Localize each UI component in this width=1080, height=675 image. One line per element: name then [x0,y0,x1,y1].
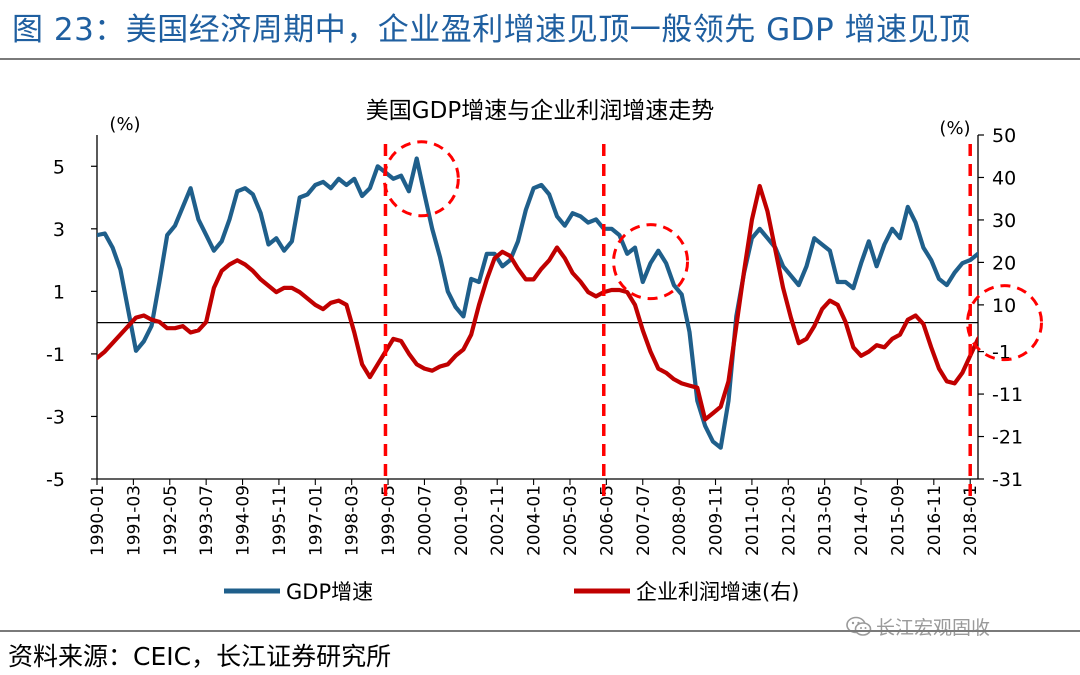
x-tick-label: 1994-09 [234,485,254,556]
chart: 美国GDP增速与企业利润增速走势 (%) (%) 5 3 1 -1 -3 -5 50 40 30… [46,98,1044,604]
x-tick-label: 1997-01 [306,485,326,556]
x-tick-label: 1999-05 [379,485,399,556]
right-tick-label: -11 [992,384,1023,406]
left-tick-label: -1 [46,344,65,366]
figure-title: 图 23：美国经济周期中，企业盈利增速见顶一般领先 GDP 增速见顶 [12,12,971,48]
x-tick-label: 2011-01 [743,485,763,556]
right-tick-label: 20 [992,252,1016,274]
x-tick-label: 1992-05 [161,485,181,556]
right-axis-unit: (%) [939,118,970,139]
right-tick-label: -31 [992,469,1023,491]
x-tick-label: 2007-07 [634,485,654,556]
x-tick-label: 2018-01 [961,485,981,556]
x-tick-label: 2006-05 [597,485,617,556]
right-tick-label: 30 [992,210,1016,232]
source-note: 资料来源：CEIC，长江证券研究所 [8,642,392,671]
x-tick-label: 1990-01 [88,485,108,556]
x-tick-label: 2014-07 [852,485,872,556]
title-divider [0,58,1080,60]
x-tick-label: 2005-03 [561,485,581,556]
x-tick-label: 1993-07 [197,485,217,556]
right-tick-label: 10 [992,295,1016,317]
profit-series-line [97,183,978,422]
source-divider [0,630,1080,632]
x-tick-label: 2004-01 [525,485,545,556]
peak-highlight-circle [382,140,460,218]
x-tick-label: 2016-11 [925,485,945,556]
watermark: 长江宏观固收 [846,613,990,640]
peak-highlight-circle [612,223,690,301]
left-axis-unit: (%) [109,114,140,135]
wechat-icon [846,616,872,636]
left-tick-label: 5 [53,156,65,178]
x-tick-label: 2002-11 [488,485,508,556]
right-tick-label: -1 [992,342,1011,364]
legend-profit-label: 企业利润增速(右) [636,580,799,604]
peak-highlight-circle [966,284,1044,362]
x-tick-label: 2001-09 [452,485,472,556]
x-tick-label: 2013-05 [816,485,836,556]
x-tick-label: 2000-07 [415,485,435,556]
x-tick-label: 1998-03 [343,485,363,556]
x-tick-label: 2009-11 [707,485,727,556]
right-tick-label: 40 [992,167,1016,189]
plot-area: 5 3 1 -1 -3 -5 50 40 30 20 10 -1 -11 -21 -31 1990-01 199… [46,125,1044,556]
gdp-series-line [97,156,978,450]
x-tick-label: 2008-09 [670,485,690,556]
watermark-text: 长江宏观固收 [876,617,991,639]
legend-gdp-label: GDP增速 [286,580,373,604]
x-tick-label: 1991-03 [124,485,144,556]
left-tick-label: -5 [46,469,65,491]
right-tick-label: 50 [992,125,1016,147]
left-tick-label: 1 [53,281,65,303]
left-tick-label: 3 [53,219,65,241]
x-tick-label: 2012-03 [779,485,799,556]
right-tick-label: -21 [992,427,1023,449]
x-tick-label: 2015-09 [888,485,908,556]
chart-title: 美国GDP增速与企业利润增速走势 [366,98,714,124]
x-tick-label: 1995-11 [270,485,290,556]
legend: GDP增速 企业利润增速(右) [224,580,799,604]
left-tick-label: -3 [46,406,65,428]
